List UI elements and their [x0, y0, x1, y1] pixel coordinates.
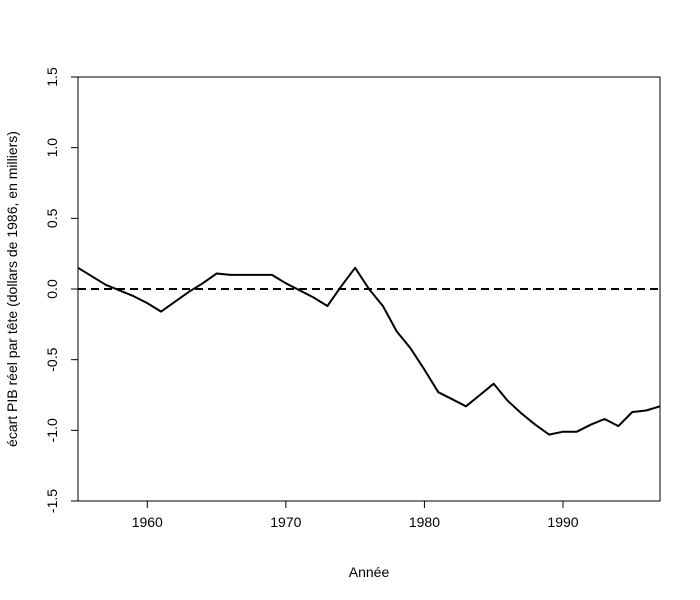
- y-tick-label: -1.5: [44, 489, 60, 513]
- x-tick-label: 1960: [132, 514, 163, 530]
- y-tick-label: -1.0: [44, 418, 60, 442]
- x-axis: 1960 1970 1980 1990: [132, 501, 579, 530]
- y-tick-label: -0.5: [44, 347, 60, 371]
- x-tick-label: 1990: [547, 514, 578, 530]
- x-tick-label: 1980: [409, 514, 440, 530]
- y-tick-label: 1.5: [44, 67, 60, 87]
- series-points: [77, 267, 661, 436]
- y-axis: -1.5 -1.0 -0.5 0.0 0.5 1.0 1.5: [44, 67, 78, 513]
- y-tick-label: 1.0: [44, 138, 60, 158]
- x-axis-label: Année: [349, 564, 390, 580]
- y-tick-label: 0.0: [44, 279, 60, 299]
- x-tick-label: 1970: [270, 514, 301, 530]
- y-axis-label: écart PIB réel par tête (dollars de 1986…: [4, 131, 20, 447]
- series-line: [77, 266, 661, 436]
- y-tick-label: 0.5: [44, 208, 60, 228]
